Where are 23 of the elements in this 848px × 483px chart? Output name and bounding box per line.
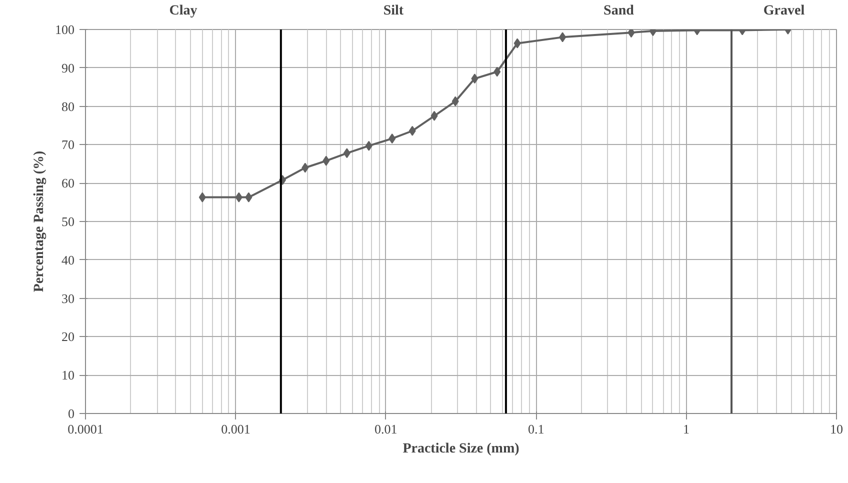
x-tick-label: 0.0001 [68,422,104,436]
y-tick-label: 40 [62,252,74,268]
text: Clay [169,4,198,18]
y-axis-title: Percentage Passing (%) [32,150,47,292]
y-tick-label: 80 [62,98,74,114]
y-tick-label: 20 [62,329,74,344]
y-tick-label: 100 [55,22,74,37]
y-tick-label: 50 [62,214,74,229]
y-tick-label: 30 [62,290,74,306]
y-tick-label: 10 [62,368,74,383]
x-tick-label: 0.001 [221,422,250,436]
text: Silt [383,4,404,18]
x-axis-title: Practicle Size (mm) [402,442,520,456]
x-tick-label: 1 [683,422,690,436]
x-tick-label: 10 [830,422,843,436]
y-tick-label: 0 [68,406,74,421]
y-tick-label: 60 [62,176,74,191]
y-tick-label: 90 [62,60,74,76]
x-tick-label: 0.1 [528,422,544,436]
x-tick-label: 0.01 [374,422,398,436]
text: Gravel [763,4,805,18]
text: Sand [604,4,634,18]
y-tick-label: 70 [62,137,74,152]
